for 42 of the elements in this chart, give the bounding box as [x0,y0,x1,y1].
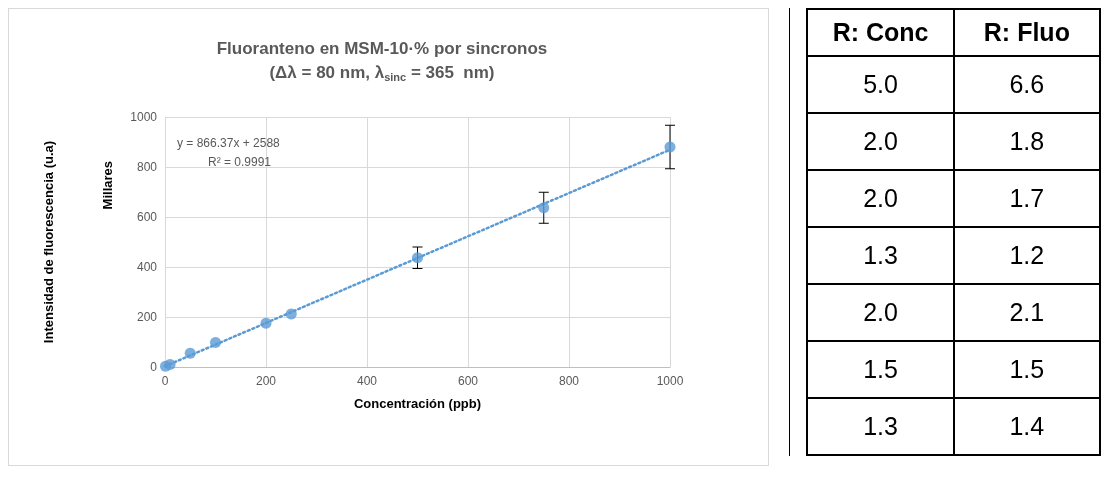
point [260,317,272,329]
point [664,141,676,153]
annotation: R² = 0.9991 [208,155,272,169]
category-label: R: Conc [807,9,954,56]
point [412,252,423,264]
text: 1.5 [1009,355,1045,383]
point [164,359,176,370]
text: 1.3 [863,241,898,269]
text: 2.0 [863,298,898,326]
text: 1.3 [863,412,898,440]
category-label: R: Fluo [953,9,1100,56]
text: Millares [100,160,115,210]
point [285,308,297,320]
point [210,337,221,348]
point [538,202,550,214]
x-tick-label: 800 [558,374,580,388]
x-axis-title: Concentración (ppb) [353,396,482,411]
x-tick-label: 400 [356,374,378,388]
chart-title: Fluoranteno en MSM-10·% por sincronos [216,39,548,58]
text: 2.0 [863,184,898,212]
point [184,347,196,359]
text: 1.2 [1009,241,1045,269]
text: 5.0 [863,70,898,98]
x-tick-label: 1000 [656,374,684,388]
text: 2.0 [863,127,898,155]
text: 2.1 [1009,298,1045,326]
y-tick-label: 1000 [130,110,158,124]
text: 1.8 [1009,127,1045,155]
text: 1.5 [863,355,898,383]
y-tick-label: 400 [136,260,158,274]
y-tick-label: 800 [136,160,158,174]
x-tick-label: 600 [457,374,479,388]
x-tick-label: 200 [255,374,277,388]
text: 6.6 [1009,70,1045,98]
text: 1.7 [1009,184,1045,212]
y-tick-label: 600 [136,210,158,224]
y-tick-label: 0 [150,360,158,374]
annotation: y = 866.37x + 2588 [177,136,281,150]
y-axis-title: Intensidad de fluorescencia (u.a) [41,140,56,344]
y-tick-label: 200 [136,310,158,324]
x-tick-label: 0 [161,374,169,388]
text: 1.4 [1009,412,1045,440]
